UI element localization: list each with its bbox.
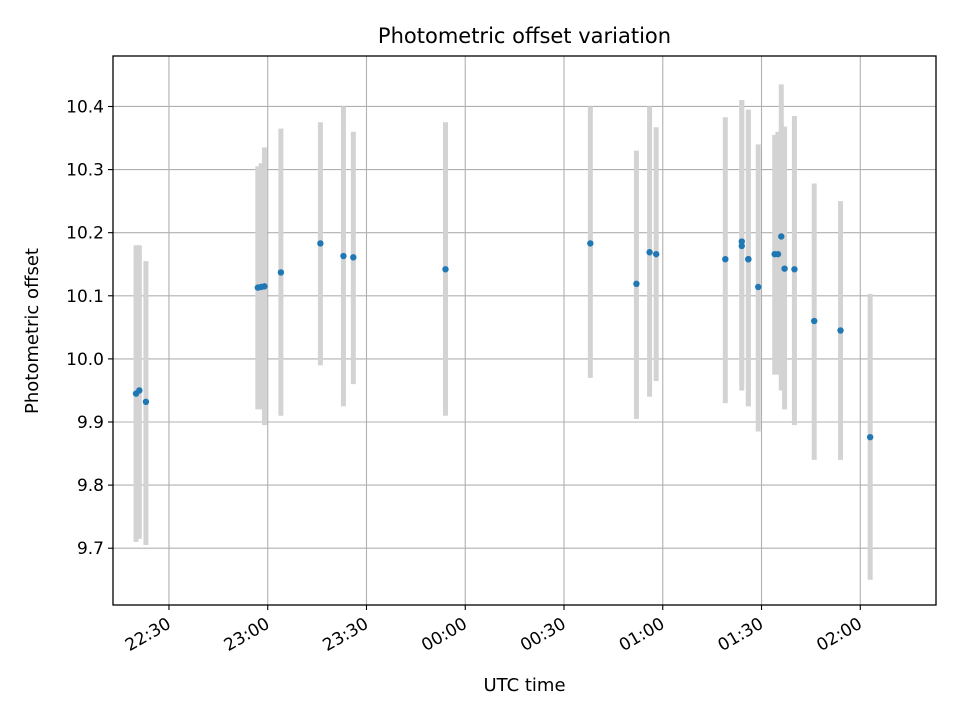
x-axis-label: UTC time xyxy=(483,675,565,696)
data-point xyxy=(738,238,745,245)
y-tick-label: 10.1 xyxy=(66,287,104,307)
data-point xyxy=(317,240,324,247)
data-point xyxy=(646,249,653,256)
data-point xyxy=(277,269,285,276)
data-point xyxy=(778,233,785,240)
data-point xyxy=(738,242,745,250)
data-point xyxy=(781,265,788,272)
data-point xyxy=(633,280,640,288)
data-point xyxy=(652,250,660,258)
data-point xyxy=(136,387,143,394)
grid xyxy=(113,56,936,605)
data-point xyxy=(810,317,818,325)
data-point xyxy=(350,254,357,261)
data-point xyxy=(142,398,150,406)
y-tick-label: 9.7 xyxy=(77,539,104,559)
data-points xyxy=(132,233,874,441)
y-tick-label: 10.0 xyxy=(66,350,104,370)
data-point xyxy=(791,266,798,273)
data-point xyxy=(722,255,729,263)
y-axis-label: Photometric offset xyxy=(22,248,43,414)
data-point xyxy=(340,252,347,260)
data-point xyxy=(774,250,782,258)
y-tick-label: 9.9 xyxy=(77,413,104,433)
plot-frame xyxy=(112,55,937,606)
y-tick-label: 10.2 xyxy=(66,224,104,244)
data-point xyxy=(745,255,752,263)
y-tick-label: 10.3 xyxy=(66,161,104,181)
data-point xyxy=(837,327,844,334)
data-point xyxy=(587,240,594,247)
chart-title: Photometric offset variation xyxy=(378,24,671,48)
y-axis-ticks: 9.7 9.8 9.9 10.0 10.1 10.2 10.3 10.4 xyxy=(66,97,113,559)
data-point xyxy=(261,283,268,290)
data-point xyxy=(442,266,449,273)
data-point xyxy=(866,433,874,441)
y-tick-label: 9.8 xyxy=(77,476,104,496)
y-tick-label: 10.4 xyxy=(66,97,104,117)
data-point xyxy=(755,283,762,291)
